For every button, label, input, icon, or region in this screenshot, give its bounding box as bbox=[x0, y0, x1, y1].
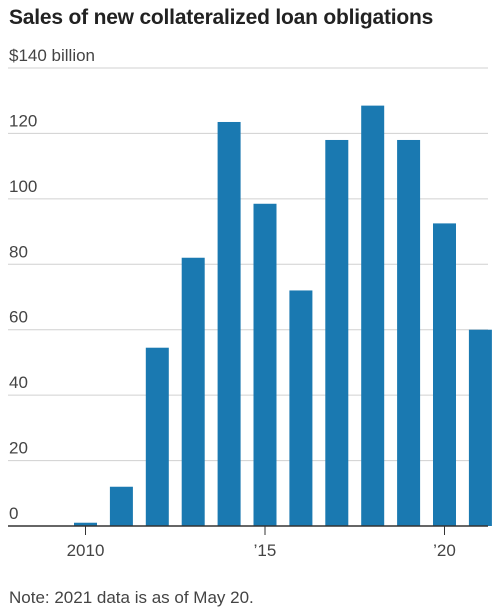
y-tick-label-40: 40 bbox=[9, 373, 28, 392]
bars bbox=[74, 105, 492, 526]
bar-2019 bbox=[397, 139, 421, 526]
bar-2011 bbox=[109, 486, 133, 526]
x-tick-label-2015: ’15 bbox=[254, 541, 277, 560]
y-tick-label-0: 0 bbox=[9, 504, 18, 523]
bar-2021 bbox=[468, 329, 492, 526]
y-tick-label-60: 60 bbox=[9, 308, 28, 327]
bar-2017 bbox=[325, 139, 349, 526]
bar-2015 bbox=[253, 203, 277, 526]
chart-title: Sales of new collateralized loan obligat… bbox=[9, 6, 434, 29]
y-tick-label-80: 80 bbox=[9, 242, 28, 261]
bar-2018 bbox=[361, 105, 385, 526]
y-tick-label-140: $140 billion bbox=[9, 46, 95, 65]
chart-note: Note: 2021 data is as of May 20. bbox=[9, 588, 254, 607]
x-tick-label-2020: ’20 bbox=[433, 541, 456, 560]
y-tick-label-20: 20 bbox=[9, 439, 28, 458]
bar-2010 bbox=[74, 522, 97, 526]
bar-2013 bbox=[181, 257, 205, 526]
x-tick-label-2010: 2010 bbox=[67, 541, 105, 560]
y-axis-tick-labels: 0 20 40 60 80 100 120 $140 billion bbox=[9, 46, 95, 523]
bar-2016 bbox=[289, 290, 313, 526]
bar-2012 bbox=[145, 347, 169, 526]
y-tick-label-120: 120 bbox=[9, 111, 37, 130]
x-axis: 2010 ’15 ’20 bbox=[8, 525, 488, 560]
bar-2014 bbox=[217, 121, 241, 526]
y-tick-label-100: 100 bbox=[9, 177, 37, 196]
bar-2020 bbox=[433, 223, 456, 526]
